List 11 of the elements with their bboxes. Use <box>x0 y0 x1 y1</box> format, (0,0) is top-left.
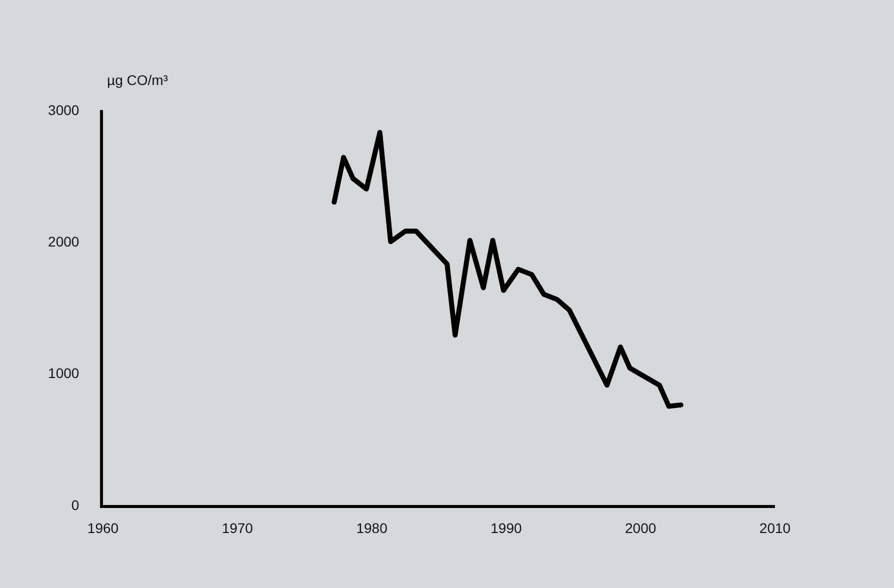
x-tick-label: 1960 <box>87 520 119 536</box>
y-tick-label: 3000 <box>48 102 80 118</box>
x-tick-label: 2000 <box>625 520 656 536</box>
y-axis-title: µg CO/m³ <box>107 72 168 88</box>
x-tick-label: 1970 <box>222 520 254 536</box>
x-tick-label: 1990 <box>490 520 522 536</box>
y-tick-label: 1000 <box>48 365 80 382</box>
x-tick-label: 1980 <box>356 520 388 536</box>
y-tick-label: 2000 <box>48 234 80 250</box>
x-tick-label: 2010 <box>759 520 791 536</box>
y-tick-label: 0 <box>71 496 80 513</box>
